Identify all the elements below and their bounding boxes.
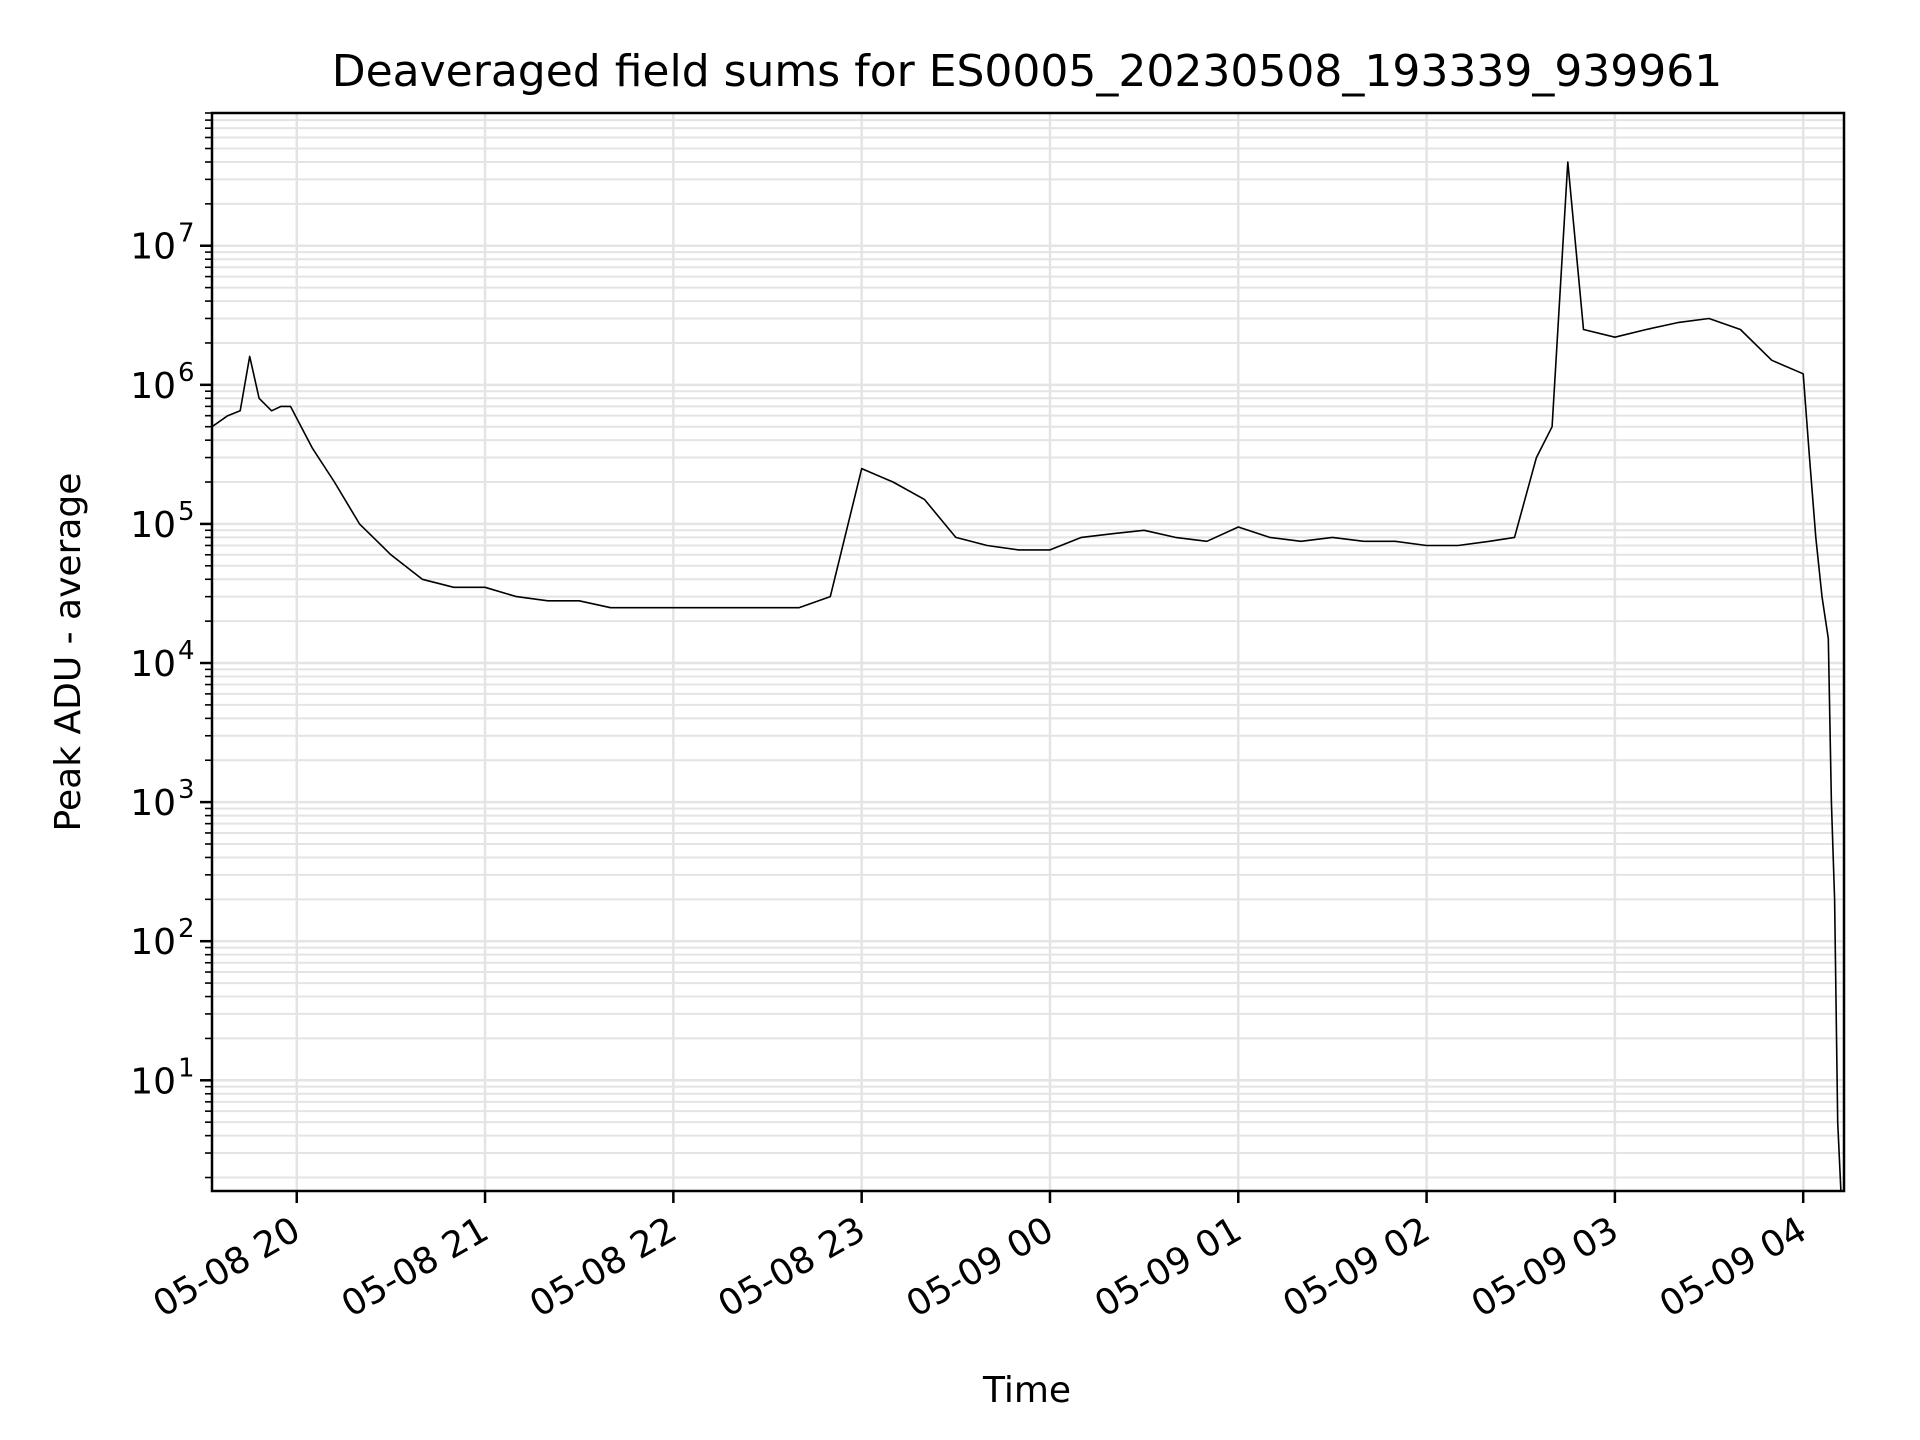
chart-title: Deaveraged field sums for ES0005_2023050… xyxy=(332,46,1723,97)
series-group xyxy=(212,161,1842,1191)
x-axis: 05-08 20 05-08 21 05-08 22 05-08 23 05-09 00… xyxy=(147,1191,1814,1326)
x-tick-label: 05-08 22 xyxy=(523,1209,684,1325)
x-tick-label: 05-08 20 xyxy=(147,1209,308,1325)
x-tick-label: 05-08 21 xyxy=(335,1209,496,1325)
grid-lines xyxy=(212,112,1844,1191)
x-tick-label: 05-09 03 xyxy=(1465,1209,1626,1325)
y-axis: 101 102 103 104 105 106 107 xyxy=(130,112,212,1179)
y-tick-label: 107 xyxy=(130,219,194,268)
x-tick-label: 05-09 04 xyxy=(1653,1209,1814,1325)
y-tick-label: 101 xyxy=(130,1053,194,1102)
series-line xyxy=(212,161,1842,1191)
x-tick-label: 05-09 01 xyxy=(1088,1209,1249,1325)
y-tick-label: 105 xyxy=(130,497,194,546)
x-tick-label: 05-08 23 xyxy=(711,1209,872,1325)
x-axis-label: Time xyxy=(982,1370,1071,1411)
y-tick-label: 103 xyxy=(130,775,194,824)
x-tick-label: 05-09 02 xyxy=(1276,1209,1437,1325)
y-axis-label: Peak ADU - average xyxy=(48,473,89,832)
y-tick-label: 106 xyxy=(130,358,194,407)
x-tick-label: 05-09 00 xyxy=(900,1209,1061,1325)
y-tick-label: 102 xyxy=(130,914,194,963)
y-tick-label: 104 xyxy=(130,636,194,685)
plot-area xyxy=(210,111,1846,1193)
